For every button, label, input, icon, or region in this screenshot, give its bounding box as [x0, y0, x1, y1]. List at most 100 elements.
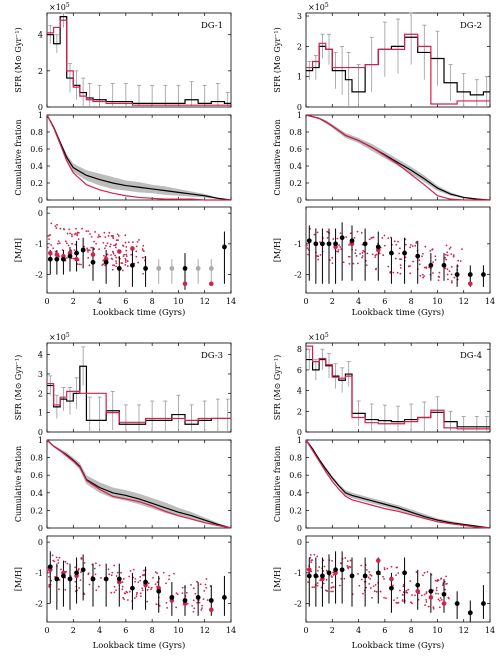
cum-frame: [46, 439, 232, 529]
met-star-point: [111, 268, 114, 271]
met-star-point: [404, 256, 407, 259]
x-tick-label: 6: [382, 626, 387, 635]
met-star-point: [115, 243, 118, 245]
met-star-point: [121, 269, 124, 272]
met-star-point: [402, 593, 404, 596]
x-tick-label: 14: [485, 297, 495, 306]
met-star-point: [141, 587, 144, 590]
met-star-point: [418, 259, 421, 262]
met-star-point: [438, 271, 441, 274]
cum-uncertainty-band: [306, 115, 490, 200]
met-star-point: [336, 237, 339, 240]
sfr-y-axis-label: SFR (M⊙ Gyr⁻¹): [273, 355, 282, 420]
met-star-point: [409, 244, 412, 246]
met-recovered-point: [375, 244, 381, 250]
panel-title: DG-3: [201, 351, 223, 361]
met-recovered-point: [67, 576, 73, 582]
met-star-point: [112, 252, 115, 255]
met-star-point: [93, 567, 96, 570]
y-tick-label: 0.4: [289, 489, 302, 498]
met-star-point: [347, 567, 350, 570]
panel-title: DG-1: [201, 21, 223, 31]
met-star-point: [115, 589, 117, 592]
met-recovered-point: [375, 570, 381, 576]
met-star-point: [66, 562, 69, 565]
met-star-point: [98, 564, 101, 567]
met-star-point: [371, 596, 373, 599]
met-star-point: [374, 268, 377, 271]
y-tick-label: -2: [294, 271, 302, 280]
met-star-point: [116, 233, 119, 236]
met-star-point: [358, 584, 361, 587]
met-star-point: [191, 604, 194, 607]
met-true-point: [90, 252, 96, 257]
met-star-point: [66, 257, 68, 259]
met-true-point: [54, 252, 60, 257]
met-star-point: [192, 610, 195, 613]
met-star-point: [125, 253, 128, 256]
met-star-point: [434, 579, 437, 582]
met-star-point: [437, 579, 440, 582]
met-star-point: [425, 267, 428, 269]
met-star-point: [440, 598, 443, 601]
met-star-point: [83, 562, 86, 564]
x-tick-label: 12: [459, 297, 469, 306]
met-star-point: [374, 256, 377, 259]
met-star-point: [383, 577, 385, 580]
met-star-point: [71, 235, 73, 238]
met-star-point: [307, 253, 309, 256]
met-star-point: [93, 240, 95, 243]
sfr-y-axis-label: SFR (M⊙ Gyr⁻¹): [14, 355, 23, 420]
met-axes: 0 2 4 6 8 10 12 14 -2 -1 0 [M/H]: [14, 535, 236, 635]
met-star-point: [371, 253, 374, 256]
met-star-point: [181, 586, 184, 589]
y-tick-label: 0.6: [289, 145, 302, 154]
met-star-point: [383, 244, 386, 247]
met-true-point: [306, 567, 312, 573]
y-tick-label: 1: [38, 409, 43, 418]
met-recovered-point: [74, 570, 79, 576]
sfr-multiplier: ×105: [49, 332, 70, 342]
y-tick-label: 0.2: [289, 506, 302, 515]
met-star-point: [434, 592, 437, 595]
met-star-point: [121, 588, 124, 591]
y-tick-label: 3: [38, 370, 43, 379]
met-star-point: [77, 238, 80, 241]
sfr-y-axis-label: SFR (M⊙ Gyr⁻¹): [14, 27, 23, 92]
met-star-point: [181, 592, 184, 595]
met-star-point: [86, 249, 89, 251]
met-star-point: [319, 253, 322, 256]
met-star-point: [143, 569, 145, 572]
met-star-point: [205, 578, 208, 580]
met-star-point: [345, 236, 348, 238]
met-star-point: [114, 254, 117, 257]
met-star-point: [56, 223, 58, 226]
met-star-point: [133, 597, 136, 600]
met-star-point: [192, 599, 195, 602]
y-tick-label: 1: [297, 436, 302, 445]
met-star-point: [361, 255, 364, 257]
met-star-point: [111, 258, 114, 261]
y-tick-label: 2: [38, 67, 43, 76]
y-tick-label: 0.8: [289, 128, 302, 137]
met-axes: 0 2 4 6 8 10 12 14 -2 -1 0 [M/H]: [14, 206, 236, 306]
met-star-point: [412, 260, 415, 263]
sfr-series-true: [47, 383, 231, 423]
met-star-point: [437, 279, 440, 282]
y-tick-label: 8: [297, 345, 302, 354]
met-star-point: [425, 599, 428, 601]
met-recovered-point: [454, 272, 460, 277]
y-tick-label: 0: [297, 196, 302, 205]
met-star-point: [79, 579, 82, 581]
met-star-point: [94, 562, 97, 565]
y-tick-label: 0.2: [30, 179, 43, 188]
met-star-point: [137, 581, 140, 584]
met-recovered-point: [362, 241, 368, 247]
met-star-point: [110, 235, 113, 237]
met-star-point: [383, 234, 386, 237]
x-tick-label: 12: [459, 626, 469, 635]
met-star-point: [206, 599, 209, 601]
cum-series-recovered: [46, 114, 232, 201]
met-star-point: [165, 601, 168, 604]
